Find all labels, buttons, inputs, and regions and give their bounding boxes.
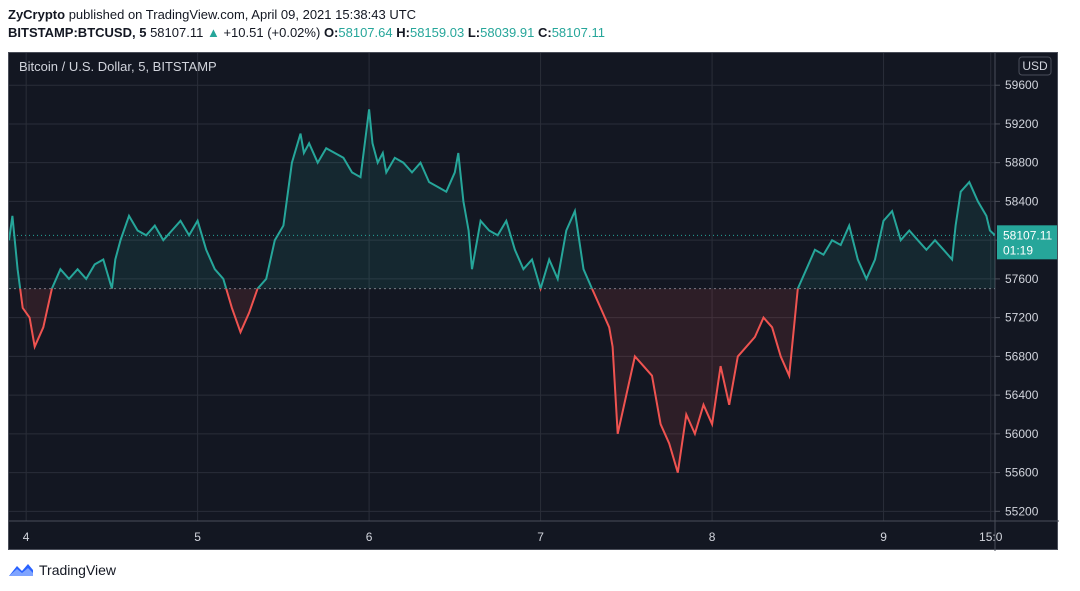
high-label: H: — [396, 25, 410, 40]
currency-label: USD — [1022, 59, 1048, 73]
y-tick-label: 56000 — [1005, 427, 1039, 441]
x-tick-label: 6 — [366, 530, 373, 544]
price-change: +10.51 (+0.02%) — [223, 25, 321, 40]
y-tick-label: 55200 — [1005, 504, 1039, 518]
open-value: 58107.64 — [338, 25, 393, 40]
publisher-name[interactable]: ZyCrypto — [8, 7, 66, 22]
chart-header: ZyCrypto published on TradingView.com, A… — [8, 6, 605, 42]
y-tick-label: 58400 — [1005, 194, 1039, 208]
countdown-label: 01:19 — [1003, 243, 1033, 257]
y-tick-label: 59600 — [1005, 78, 1039, 92]
last-price-box — [997, 225, 1057, 260]
low-label: L: — [467, 25, 481, 40]
symbol-line: BITSTAMP:BTCUSD, 5 58107.11 ▲ +10.51 (+0… — [8, 24, 605, 42]
up-arrow-icon: ▲ — [206, 25, 220, 40]
chart-panel[interactable]: 5960059200588005840058000576005720056800… — [8, 52, 1059, 551]
tradingview-brand[interactable]: TradingView — [39, 562, 117, 578]
tradingview-logo-icon[interactable] — [8, 562, 34, 578]
series-line-down — [19, 288, 799, 473]
last-price: 58107.11 — [150, 25, 204, 40]
y-tick-label: 56800 — [1005, 349, 1039, 363]
footer: TradingView — [8, 562, 116, 578]
y-tick-label: 58800 — [1005, 156, 1039, 170]
x-tick-label: 8 — [709, 530, 716, 544]
last-price-label: 58107.11 — [1003, 228, 1052, 242]
x-tick-label: 15:0 — [979, 530, 1003, 544]
price-chart[interactable]: 5960059200588005840058000576005720056800… — [9, 53, 1059, 551]
chart-title: Bitcoin / U.S. Dollar, 5, BITSTAMP — [19, 59, 217, 74]
currency-badge — [1018, 56, 1052, 76]
x-tick-label: 4 — [23, 530, 30, 544]
x-tick-label: 9 — [880, 530, 887, 544]
close-label: C: — [537, 25, 552, 40]
symbol-name: BITSTAMP:BTCUSD, 5 — [8, 25, 147, 40]
open-label: O: — [323, 25, 339, 40]
area-fill-up — [9, 109, 995, 289]
y-tick-label: 57200 — [1005, 311, 1039, 325]
x-tick-label: 7 — [537, 530, 544, 544]
y-tick-label: 55600 — [1005, 466, 1039, 480]
high-value: 58159.03 — [409, 25, 465, 40]
published-text: published on TradingView.com, April 09, … — [68, 7, 417, 22]
close-value: 58107.11 — [551, 25, 605, 40]
area-fill-down — [9, 288, 995, 473]
low-value: 58039.91 — [480, 25, 535, 40]
y-tick-label: 59200 — [1005, 117, 1039, 131]
publication-line: ZyCrypto published on TradingView.com, A… — [8, 6, 605, 24]
y-tick-label: 57600 — [1005, 272, 1039, 286]
series-line-up — [9, 109, 995, 289]
y-tick-label: 56400 — [1005, 388, 1039, 402]
x-tick-label: 5 — [194, 530, 201, 544]
